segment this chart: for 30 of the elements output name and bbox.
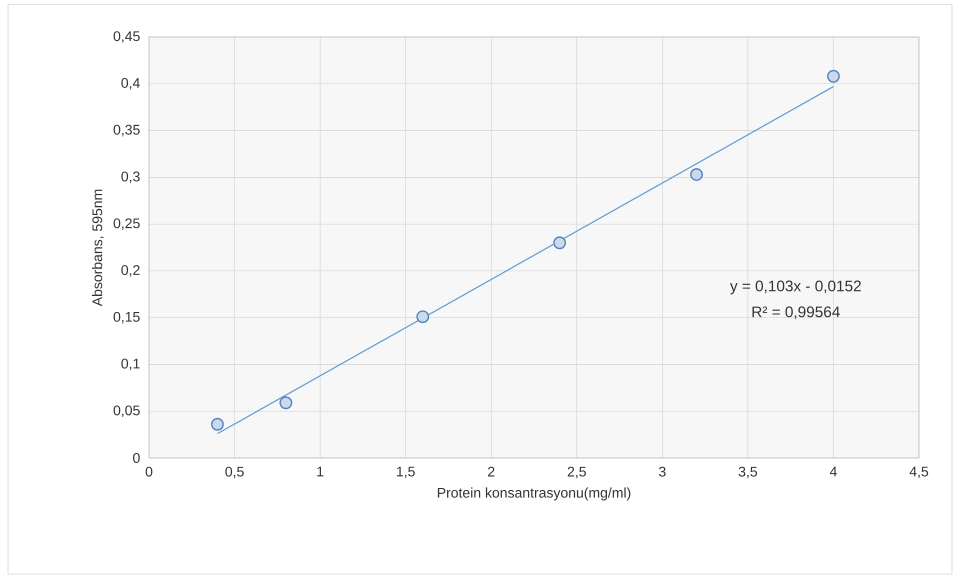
y-tick-label: 0,45 xyxy=(114,31,140,43)
x-tick-label: 4 xyxy=(830,466,837,476)
point xyxy=(553,236,566,250)
y-tick-label: 0,25 xyxy=(114,218,140,230)
x-tick-label: 2 xyxy=(488,466,494,476)
x-axis-title: Protein konsantrasyonu(mg/ml) xyxy=(438,487,630,500)
y-tick-label: 0,15 xyxy=(114,312,140,324)
point xyxy=(211,418,224,431)
x-tick-label: 1 xyxy=(317,466,324,476)
point xyxy=(827,70,840,83)
annotation: y = 0,103x - 0,0152 xyxy=(730,280,861,294)
x-tick-label: 4,5 xyxy=(910,466,928,478)
y-tick-label: 0 xyxy=(133,453,140,463)
y-tick-label: 0,35 xyxy=(114,124,140,136)
y-tick-label: 0,1 xyxy=(121,358,140,370)
annotation: R² = 0,99564 xyxy=(752,306,840,320)
point xyxy=(690,168,703,181)
y-tick-label: 0,3 xyxy=(121,172,140,184)
x-tick-label: 2,5 xyxy=(568,466,586,478)
x-tick-label: 0 xyxy=(146,466,152,477)
y-axis-title: Absorbans, 595nm xyxy=(92,190,104,306)
x-tick-label: 0,5 xyxy=(225,466,244,478)
x-tick-label: 3 xyxy=(658,466,666,477)
y-tick-label: 0,2 xyxy=(121,265,140,277)
x-tick-label: 1,5 xyxy=(397,466,415,478)
point xyxy=(279,396,292,410)
y-tick-label: 0,4 xyxy=(121,78,140,90)
y-tick-label: 0,05 xyxy=(114,405,140,417)
point xyxy=(416,310,430,324)
x-tick-label: 3,5 xyxy=(738,466,758,478)
